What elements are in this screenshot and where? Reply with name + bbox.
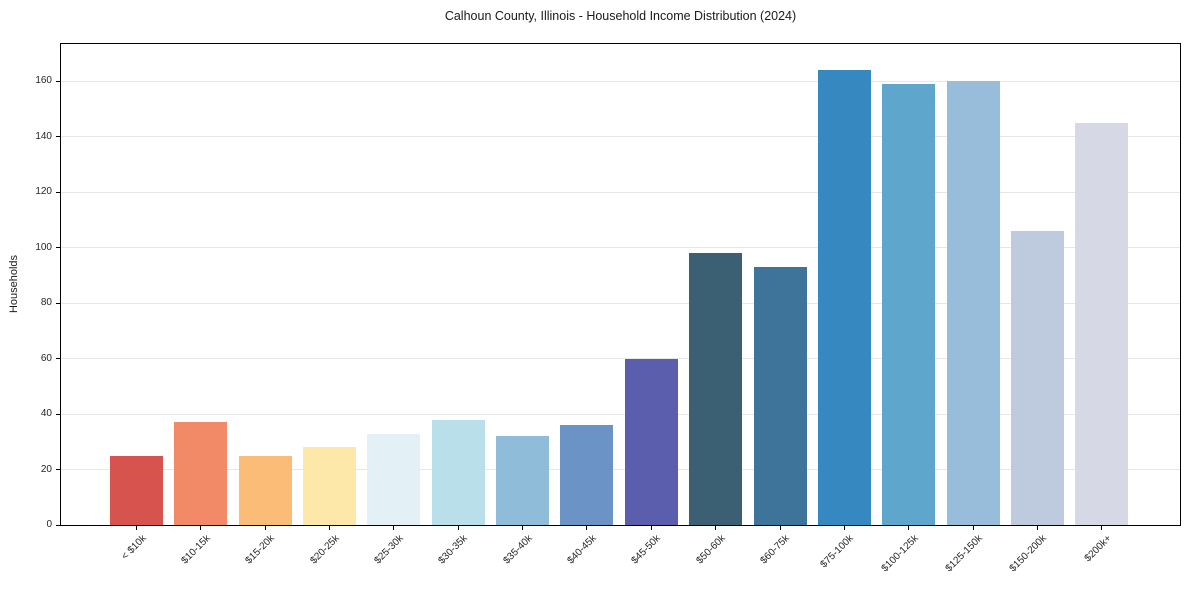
bar-$125-150k	[946, 81, 1000, 525]
bar-$60-75k	[753, 267, 807, 525]
x-tick-label-$10-15k: $10-15k	[179, 533, 213, 567]
x-tick-label-$20-25k: $20-25k	[307, 533, 342, 567]
y-tick-label-40: 40	[40, 408, 52, 420]
y-tick-mark-160	[56, 80, 60, 82]
bar-< $10k	[110, 455, 163, 525]
x-tick-mark-< $10k	[136, 526, 137, 530]
x-tick-label-$125-150k: $125-150k	[943, 533, 985, 575]
x-tick-label-$200k+: $200k+	[1082, 533, 1114, 565]
x-tick-label-$25-30k: $25-30k	[372, 533, 406, 567]
x-tick-mark-$35-40k	[522, 526, 524, 530]
bar-$50-60k	[689, 253, 743, 525]
gridline-y-100	[61, 247, 1180, 249]
bar-$150-200k	[1010, 231, 1064, 525]
gridline-y-140	[61, 136, 1180, 138]
bar-$15-20k	[238, 455, 292, 525]
y-tick-label-20: 20	[40, 463, 52, 475]
gridline-y-80	[61, 302, 1180, 304]
y-tick-mark-40	[56, 413, 60, 415]
x-tick-label-$100-125k: $100-125k	[879, 533, 921, 575]
x-tick-mark-$100-125k	[908, 526, 910, 530]
y-tick-label-160: 160	[35, 75, 52, 87]
y-tick-label-120: 120	[35, 186, 52, 198]
x-tick-label-$15-20k: $15-20k	[243, 533, 277, 567]
x-tick-label-$35-40k: $35-40k	[501, 533, 535, 567]
x-tick-label-$75-100k: $75-100k	[818, 533, 857, 571]
gridline-y-160	[61, 80, 1180, 82]
y-tick-mark-140	[56, 136, 60, 138]
bar-$45-50k	[624, 358, 678, 525]
bar-$10-15k	[174, 422, 228, 525]
bar-$30-35k	[431, 419, 485, 525]
y-tick-label-60: 60	[40, 352, 52, 364]
bar-$35-40k	[496, 436, 550, 525]
y-tick-mark-80	[56, 302, 60, 304]
x-tick-mark-$15-20k	[264, 526, 266, 530]
bar-$40-45k	[560, 425, 614, 525]
bar-$25-30k	[367, 433, 421, 525]
x-tick-mark-$20-25k	[329, 526, 331, 530]
gridline-y-40	[61, 413, 1180, 415]
y-tick-mark-100	[56, 247, 60, 249]
x-tick-mark-$60-75k	[779, 526, 781, 530]
x-tick-label-$60-75k: $60-75k	[758, 533, 792, 567]
y-tick-label-80: 80	[40, 297, 52, 309]
x-tick-mark-$40-45k	[586, 526, 588, 530]
y-tick-mark-0	[56, 524, 60, 526]
x-tick-mark-$50-60k	[715, 526, 717, 530]
x-tick-mark-$150-200k	[1036, 526, 1038, 530]
bar-$20-25k	[303, 447, 357, 525]
x-tick-mark-$125-150k	[972, 526, 974, 530]
y-tick-mark-20	[56, 469, 60, 471]
x-tick-label-$30-35k: $30-35k	[436, 533, 471, 567]
x-tick-mark-$75-100k	[843, 526, 845, 530]
x-tick-label-$50-60k: $50-60k	[694, 533, 728, 567]
gridline-y-20	[61, 469, 1180, 471]
y-tick-mark-120	[56, 191, 60, 193]
x-tick-mark-$45-50k	[650, 526, 652, 530]
x-tick-mark-$10-15k	[200, 526, 202, 530]
x-tick-label-$150-200k: $150-200k	[1007, 533, 1050, 575]
y-tick-label-100: 100	[35, 241, 52, 253]
x-tick-label-< $10k: < $10k	[119, 533, 149, 563]
bar-$75-100k	[817, 70, 871, 525]
y-tick-label-140: 140	[35, 130, 52, 142]
plot-area	[60, 43, 1181, 526]
x-tick-label-$45-50k: $45-50k	[629, 533, 664, 567]
gridline-y-60	[61, 358, 1180, 360]
x-tick-mark-$200k+	[1101, 526, 1103, 530]
y-tick-mark-60	[56, 358, 60, 360]
gridline-y-120	[61, 191, 1180, 193]
bar-$200k+	[1075, 123, 1129, 525]
y-tick-label-0: 0	[46, 519, 52, 530]
x-tick-mark-$30-35k	[457, 526, 459, 530]
bar-$100-125k	[882, 84, 936, 525]
x-tick-label-$40-45k: $40-45k	[565, 533, 599, 567]
x-tick-mark-$25-30k	[393, 526, 395, 530]
chart-title: Calhoun County, Illinois - Household Inc…	[444, 9, 797, 23]
